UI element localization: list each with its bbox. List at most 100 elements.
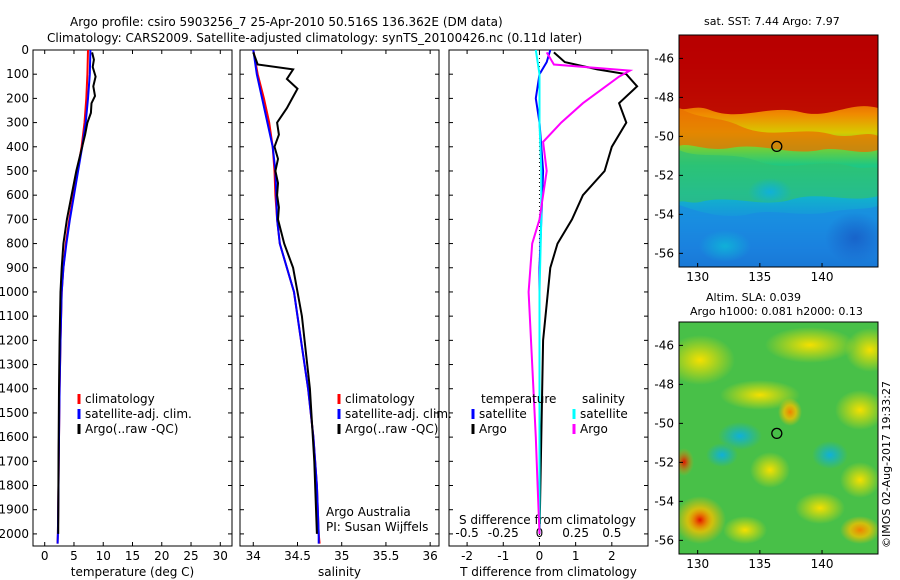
legend-label: Argo(..raw -QC) (85, 422, 178, 436)
y-tick-label: 1500 (0, 406, 29, 420)
legend-label: climatology (85, 392, 155, 406)
series-line-2 (57, 52, 97, 534)
sst-map-panel: sat. SST: 7.44 Argo: 7.97 130 135 140 -46 -4… (654, 15, 879, 284)
x-tick-label: 34.5 (284, 549, 311, 563)
sla-argo-marker (771, 427, 783, 440)
x-tick-label: -2 (461, 549, 473, 563)
y-tick-label: 1900 (0, 503, 29, 517)
map-x-tick-label: 135 (748, 270, 771, 284)
plot-frame (448, 49, 649, 547)
x-tick-label: 20 (154, 549, 169, 563)
salinity-panel: 34 34.5 35 35.5 36 salinity climatologysatelli… (239, 49, 452, 579)
series-line-1 (252, 49, 320, 544)
sst-map-frame (678, 34, 879, 268)
y-tick-label: 700 (6, 212, 29, 226)
map-y-tick-label: -54 (654, 494, 674, 508)
map-y-tick-label: -50 (654, 416, 674, 430)
y-tick-label: 800 (6, 237, 29, 251)
y-tick-label: 1300 (0, 358, 29, 372)
x-tick-label-top: -0.25 (488, 526, 519, 540)
map-x-tick-label: 135 (748, 557, 771, 571)
series-line-2 (252, 52, 318, 534)
y-tick-label: 300 (6, 116, 29, 130)
legend-title-temperature: temperature (481, 392, 556, 406)
y-tick-label: 1200 (0, 333, 29, 347)
legend-label: satellite (479, 407, 527, 421)
map-x-tick-label: 140 (811, 557, 834, 571)
series-line-3 (527, 51, 634, 534)
legend-label: satellite (580, 407, 628, 421)
x-tick-label-top: 0.25 (562, 526, 589, 540)
y-tick-label: 200 (6, 91, 29, 105)
x-tick-label: 1 (572, 549, 580, 563)
x-tick-label: 2 (608, 549, 616, 563)
sla-map-title-line2: Argo h1000: 0.081 h2000: 0.13 (690, 305, 863, 318)
annotation-pi: PI: Susan Wijffels (326, 520, 428, 534)
figure-title-line2: Climatology: CARS2009. Satellite-adjuste… (47, 31, 582, 45)
map-y-tick-label: -56 (654, 246, 674, 260)
x-tick-label: 30 (213, 549, 228, 563)
x-axis-label: temperature (deg C) (71, 565, 194, 579)
x-axis-label: T difference from climatology (459, 565, 637, 579)
legend-title-salinity: salinity (582, 392, 625, 406)
x-tick-label: 35 (334, 549, 349, 563)
x-tick-label: 10 (96, 549, 111, 563)
legend-label: satellite-adj. clim. (345, 407, 452, 421)
y-tick-label: 1700 (0, 454, 29, 468)
map-y-tick-label: -48 (654, 90, 674, 104)
temperature-panel: 0 5 10 15 20 25 300100200300400500600700800900… (0, 43, 233, 579)
x-tick-label-top: -0.5 (455, 526, 478, 540)
map-x-tick-label: 130 (686, 270, 709, 284)
x-tick-label: 34 (246, 549, 261, 563)
sla-map-panel: Altim. SLA: 0.039 Argo h1000: 0.081 h200… (654, 291, 879, 571)
map-x-tick-label: 130 (686, 557, 709, 571)
sla-map-title-line1: Altim. SLA: 0.039 (706, 291, 801, 304)
x-tick-label: 15 (125, 549, 140, 563)
x-tick-label-top: 0.5 (602, 526, 621, 540)
series-line-2 (534, 49, 543, 534)
sst-map-field (679, 35, 878, 267)
y-tick-label: 0 (21, 43, 29, 57)
x-tick-label: 0 (41, 549, 49, 563)
map-y-tick-label: -56 (654, 533, 674, 547)
x-tick-label: 25 (183, 549, 198, 563)
y-tick-label: 1100 (0, 309, 29, 323)
y-tick-label: 400 (6, 140, 29, 154)
legend-label: climatology (345, 392, 415, 406)
legend-label: Argo (479, 422, 507, 436)
legend-label: satellite-adj. clim. (85, 407, 192, 421)
difference-panel: -2 -1 0 1 2-0.5 -0.25 0 0.25 0.5S difference fro… (448, 49, 649, 579)
series-line-0 (252, 49, 321, 544)
sst-map-axes: 130 135 140 -46 -48 -50 -52 -54 -56 (654, 51, 833, 284)
annotation-institution: Argo Australia (326, 505, 411, 519)
x-tick-label: 0 (536, 549, 544, 563)
x-tick-label: -1 (497, 549, 509, 563)
y-tick-label: 1400 (0, 382, 29, 396)
x-tick-label: 35.5 (373, 549, 400, 563)
y-tick-label: 600 (6, 188, 29, 202)
x-axis-label-top: S difference from climatology (459, 513, 636, 527)
figure-title-line1: Argo profile: csiro 5903256_7 25-Apr-201… (70, 15, 503, 29)
map-x-tick-label: 140 (811, 270, 834, 284)
plot-frame (32, 49, 233, 547)
series-line-1 (538, 51, 639, 534)
map-y-tick-label: -54 (654, 207, 674, 221)
y-tick-label: 500 (6, 164, 29, 178)
x-tick-label: 5 (70, 549, 78, 563)
x-tick-label: 36 (423, 549, 438, 563)
series-line-1 (56, 49, 92, 544)
x-axis-label: salinity (318, 565, 361, 579)
legend-label: Argo (580, 422, 608, 436)
sla-map-frame (678, 321, 879, 555)
plot-frame (239, 49, 440, 547)
map-y-tick-label: -52 (654, 455, 674, 469)
y-tick-label: 2000 (0, 527, 29, 541)
map-y-tick-label: -46 (654, 338, 674, 352)
map-y-tick-label: -50 (654, 129, 674, 143)
legend-label: Argo(..raw -QC) (345, 422, 438, 436)
map-y-tick-label: -46 (654, 51, 674, 65)
y-tick-label: 900 (6, 261, 29, 275)
y-tick-label: 1000 (0, 285, 29, 299)
sst-argo-marker (771, 140, 783, 153)
